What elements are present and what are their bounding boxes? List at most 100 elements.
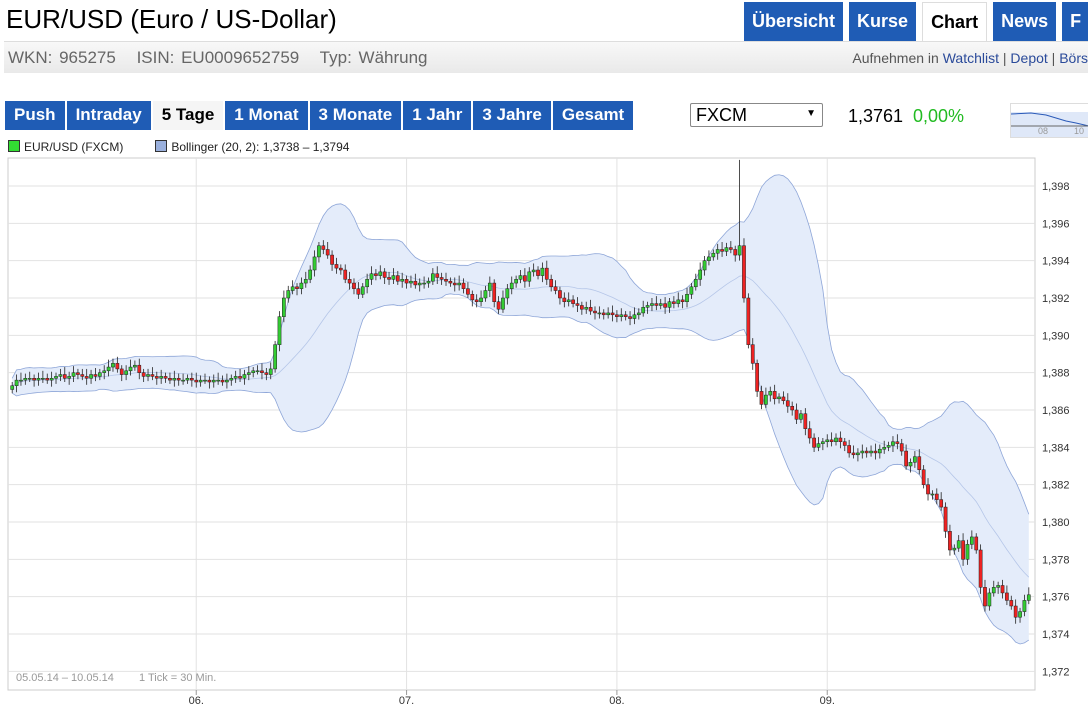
exchange-select[interactable]: FXCM ▼ — [690, 103, 823, 127]
legend-series-label: EUR/USD (FXCM) — [24, 140, 124, 154]
candle — [352, 282, 356, 289]
candle — [891, 441, 895, 446]
candle — [680, 299, 685, 302]
candle — [948, 531, 952, 551]
candle — [851, 452, 856, 456]
candle — [496, 301, 501, 310]
candle — [128, 366, 133, 372]
candle — [211, 379, 216, 383]
main-tabs: Übersicht Kurse Chart News F — [744, 2, 1088, 43]
range-intraday[interactable]: Intraday — [66, 101, 151, 130]
candle — [286, 290, 291, 299]
candle — [750, 344, 755, 364]
candle — [869, 450, 873, 454]
candle — [330, 254, 334, 265]
candle — [216, 379, 220, 382]
range-push[interactable]: Push — [5, 101, 65, 130]
range-1-jahr[interactable]: 1 Jahr — [403, 101, 472, 130]
range-5-tage[interactable]: 5 Tage — [152, 101, 224, 130]
bollinger-upper — [11, 174, 1030, 515]
candle — [448, 280, 453, 284]
candle — [825, 439, 830, 442]
candle — [755, 363, 759, 392]
candle — [54, 376, 58, 379]
price-chart[interactable]: 1,372 1,374 1,376 1,378 1,380 1,382 1,384 1,386… — [0, 155, 1088, 709]
candle — [847, 445, 851, 454]
candle — [610, 312, 615, 316]
candle — [347, 279, 352, 284]
y-tick-label: 1,374 — [1042, 629, 1070, 641]
candle — [483, 290, 488, 299]
candle — [137, 364, 142, 373]
x-tick-label: 08. — [609, 695, 624, 707]
candle — [400, 279, 405, 282]
depot-link[interactable]: Depot — [1010, 50, 1048, 66]
candle — [974, 536, 979, 551]
tab-uebersicht[interactable]: Übersicht — [744, 2, 844, 42]
isin: ISIN: EU0009652759 — [136, 48, 300, 67]
tab-kurse[interactable]: Kurse — [849, 2, 917, 42]
y-tick-label: 1,382 — [1042, 480, 1070, 492]
candle — [996, 585, 1000, 588]
candle — [650, 303, 654, 306]
price-change: 0,00% — [913, 106, 965, 126]
watchlist-link[interactable]: Watchlist — [942, 50, 999, 66]
candle — [794, 409, 799, 420]
tab-news[interactable]: News — [993, 2, 1057, 42]
candle — [1009, 600, 1014, 607]
y-tick-label: 1,388 — [1042, 368, 1070, 380]
candle — [509, 282, 514, 289]
candle — [816, 443, 821, 448]
candle — [334, 264, 339, 269]
candle — [255, 370, 260, 373]
range-1-monat[interactable]: 1 Monat — [225, 101, 308, 130]
candle — [303, 279, 308, 284]
candle — [299, 282, 304, 289]
candle — [842, 441, 847, 446]
candle — [663, 303, 667, 308]
candle — [720, 249, 724, 252]
candle — [575, 303, 580, 306]
candle — [759, 391, 764, 405]
candle — [343, 269, 348, 280]
candle — [991, 587, 996, 594]
candle — [908, 462, 913, 467]
candle — [536, 269, 540, 276]
range-3-jahre[interactable]: 3 Jahre — [473, 101, 551, 130]
period-label: 05.05.14 – 10.05.14 — [16, 672, 114, 684]
candle — [882, 447, 887, 450]
candle — [238, 376, 242, 379]
candle — [76, 372, 80, 375]
candle — [251, 370, 256, 373]
candle — [404, 279, 409, 284]
candle — [514, 279, 518, 284]
candle — [97, 372, 102, 377]
candle — [553, 286, 558, 291]
tab-chart[interactable]: Chart — [922, 2, 988, 43]
candle — [146, 374, 150, 377]
candle — [899, 443, 904, 452]
candle — [777, 396, 781, 400]
range-3-monate[interactable]: 3 Monate — [309, 101, 402, 130]
boerse-link[interactable]: Börs — [1059, 50, 1088, 66]
candle — [233, 376, 238, 379]
candle — [939, 499, 944, 508]
tab-more[interactable]: F — [1062, 2, 1088, 42]
mini-chart[interactable]: 08 10 — [1010, 103, 1088, 138]
separator: | — [999, 50, 1011, 66]
candle — [115, 363, 120, 370]
range-gesamt[interactable]: Gesamt — [552, 101, 634, 130]
candle — [978, 549, 983, 588]
candle — [742, 245, 746, 299]
page-title: EUR/USD (Euro / US-Dollar) — [6, 4, 337, 34]
candle — [356, 288, 361, 295]
candle — [58, 374, 63, 377]
candle — [785, 400, 790, 407]
candle — [382, 271, 387, 278]
exchange-value: FXCM — [696, 105, 747, 125]
chart-legend: EUR/USD (FXCM) Bollinger (20, 2): 1,3738… — [8, 140, 349, 154]
candle — [562, 297, 567, 302]
candle — [141, 372, 146, 377]
candle — [203, 379, 207, 382]
candle — [728, 247, 733, 250]
